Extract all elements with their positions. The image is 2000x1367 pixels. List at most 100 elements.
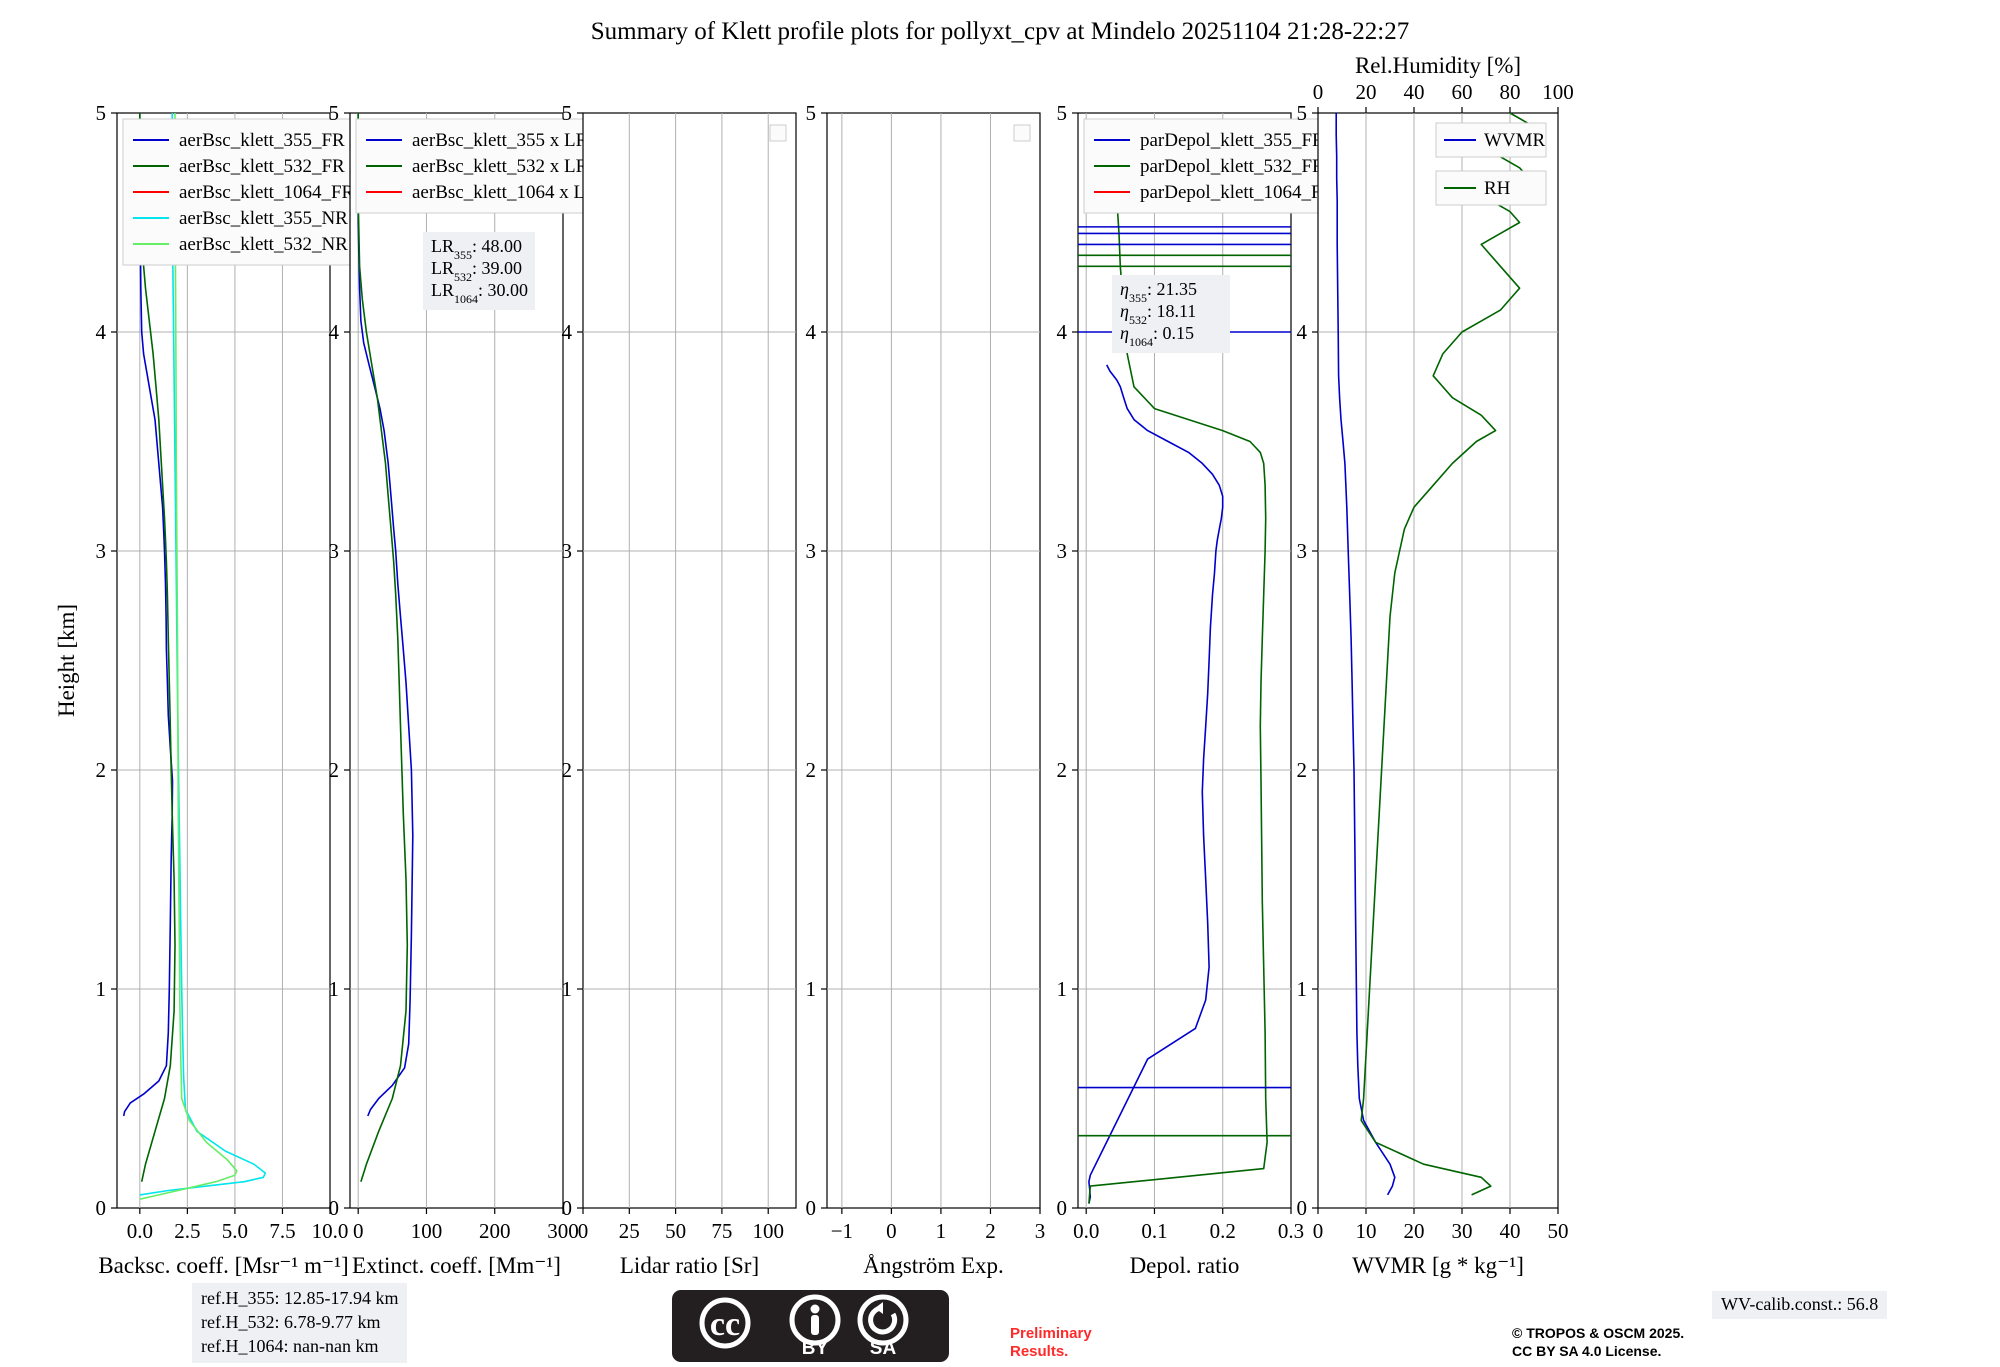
- ytick-label-extinction-0: 0: [329, 1196, 340, 1220]
- series-parDepol_klett_532_FR: [1088, 211, 1268, 1204]
- legend-depolarization[interactable]: parDepol_klett_355_FR parDepol_klett_532_…: [1083, 118, 1340, 214]
- xtick-label-depolarization-2: 0.2: [1210, 1219, 1236, 1243]
- ytick-label-backscatter-5: 5: [96, 101, 107, 125]
- ytick-label-lidar-ratio-4: 4: [562, 320, 573, 344]
- ytick-label-depolarization-3: 3: [1057, 539, 1068, 563]
- annotation-box: [1112, 275, 1230, 353]
- xtick-label-extinction-1: 100: [411, 1219, 443, 1243]
- ytick-label-extinction-3: 3: [329, 539, 340, 563]
- legend-wvmr-rh-0[interactable]: WVMR: [1435, 122, 1547, 158]
- ref-h-1064: ref.H_1064: nan-nan km: [201, 1335, 379, 1356]
- xtick-label-wvmr-rh-5: 50: [1548, 1219, 1569, 1243]
- legend-label-depolarization-2: parDepol_klett_1064_FR: [1140, 182, 1335, 203]
- xtick-label-wvmr-rh-3: 30: [1452, 1219, 1473, 1243]
- ytick-label-angstroem-5: 5: [806, 101, 817, 125]
- panel-frame-angstroem: [826, 112, 1041, 1209]
- ytick-label-wvmr-rh-1: 1: [1297, 977, 1308, 1001]
- annotation-line-extinction-2: LR1064: 30.00: [431, 280, 528, 306]
- panel-frame-wvmr-rh: [1317, 112, 1559, 1209]
- ytick-label-lidar-ratio-0: 0: [562, 1196, 573, 1220]
- copyright-line-1: © TROPOS & OSCM 2025.: [1512, 1325, 1685, 1341]
- series-WVMR: [1335, 113, 1396, 1196]
- xaxis-label-angstroem: Ångström Exp.: [863, 1253, 1004, 1278]
- ytick-label-extinction-1: 1: [329, 977, 340, 1001]
- series-aerBsc_klett_355_NR: [139, 113, 267, 1196]
- yaxis-label: Height [km]: [54, 604, 79, 717]
- series-aerBsc_klett_355_FR: [122, 113, 174, 1117]
- xtick-label-backscatter-1: 2.5: [174, 1219, 200, 1243]
- legend-label-backscatter-0: aerBsc_klett_355_FR: [179, 130, 345, 151]
- top-xtick-label-1: 20: [1356, 80, 1377, 104]
- ytick-label-backscatter-4: 4: [96, 320, 107, 344]
- annotation-line-depolarization-2: η1064: 0.15: [1120, 323, 1194, 349]
- xaxis-label-backscatter: Backsc. coeff. [Msr⁻¹ m⁻¹]: [98, 1253, 348, 1278]
- series-aerBsc_klett_355 x LR: [357, 113, 414, 1117]
- xtick-label-angstroem-4: 3: [1035, 1219, 1046, 1243]
- xtick-label-backscatter-4: 10.0: [312, 1219, 349, 1243]
- wv-calib-box: WV-calib.const.: 56.8: [1712, 1291, 1888, 1319]
- xaxis-label-extinction: Extinct. coeff. [Mm⁻¹]: [352, 1253, 561, 1278]
- ytick-label-extinction-5: 5: [329, 101, 340, 125]
- ytick-label-backscatter-3: 3: [96, 539, 107, 563]
- legend-backscatter[interactable]: aerBsc_klett_355_FR aerBsc_klett_532_FRae…: [122, 118, 360, 266]
- copyright-notice: © TROPOS & OSCM 2025. CC BY SA 4.0 Licen…: [1512, 1325, 1684, 1360]
- legend-label-backscatter-3: aerBsc_klett_355_NR: [179, 208, 348, 229]
- annotation-line-extinction-1: LR532: 39.00: [431, 258, 522, 284]
- ytick-label-backscatter-2: 2: [96, 758, 107, 782]
- xtick-label-lidar-ratio-1: 25: [619, 1219, 640, 1243]
- ref-h-355: ref.H_355: 12.85-17.94 km: [201, 1288, 399, 1308]
- ytick-label-angstroem-3: 3: [806, 539, 817, 563]
- ref-h-532: ref.H_532: 6.78-9.77 km: [201, 1311, 381, 1332]
- ytick-label-extinction-4: 4: [329, 320, 340, 344]
- xtick-label-depolarization-3: 0.3: [1278, 1219, 1304, 1243]
- ytick-label-depolarization-0: 0: [1057, 1196, 1068, 1220]
- top-xtick-label-2: 40: [1404, 80, 1425, 104]
- top-axis-label: Rel.Humidity [%]: [1355, 53, 1521, 78]
- legend-label-1: RH: [1484, 178, 1511, 199]
- ytick-label-wvmr-rh-2: 2: [1297, 758, 1308, 782]
- page-title: Summary of Klett profile plots for polly…: [590, 18, 1410, 45]
- reference-height-box: ref.H_355: 12.85-17.94 km ref.H_532: 6.7…: [192, 1283, 408, 1364]
- panel-frame-backscatter: [116, 112, 331, 1209]
- preliminary-line-2: Results.: [1010, 1342, 1069, 1360]
- xtick-label-extinction-2: 200: [479, 1219, 511, 1243]
- annotation-line-extinction-0: LR355: 48.00: [431, 236, 522, 262]
- xtick-label-angstroem-3: 2: [985, 1219, 996, 1243]
- top-xtick-label-3: 60: [1452, 80, 1473, 104]
- xaxis-label-depolarization: Depol. ratio: [1130, 1253, 1240, 1278]
- legend-placeholder-angstroem: [1013, 124, 1031, 142]
- ytick-label-wvmr-rh-0: 0: [1297, 1196, 1308, 1220]
- series-aerBsc_klett_532 x LR: [357, 113, 409, 1182]
- cc-badge-icons: cc: [699, 1294, 909, 1349]
- xtick-label-extinction-0: 0: [353, 1219, 364, 1243]
- panel-lidar-ratio: 0 25 50 75 100 Lidar ratio [Sr] 0 1 2 3 4 5: [562, 101, 797, 1278]
- xtick-label-lidar-ratio-0: 0: [578, 1219, 589, 1243]
- ytick-label-angstroem-1: 1: [806, 977, 817, 1001]
- xaxis-label-lidar-ratio: Lidar ratio [Sr]: [620, 1253, 759, 1278]
- xtick-label-lidar-ratio-2: 50: [665, 1219, 686, 1243]
- legend-extinction[interactable]: aerBsc_klett_355 x LR aerBsc_klett_532 x …: [355, 118, 612, 214]
- xtick-label-backscatter-3: 7.5: [269, 1219, 295, 1243]
- legend-label-depolarization-1: parDepol_klett_532_FR: [1140, 156, 1325, 177]
- ytick-label-wvmr-rh-3: 3: [1297, 539, 1308, 563]
- legend-wvmr-rh-1[interactable]: RH: [1435, 170, 1547, 206]
- ytick-label-angstroem-2: 2: [806, 758, 817, 782]
- legend-label-extinction-1: aerBsc_klett_532 x LR: [412, 156, 589, 177]
- top-xtick-label-0: 0: [1313, 80, 1324, 104]
- xtick-label-lidar-ratio-3: 75: [711, 1219, 732, 1243]
- ytick-label-backscatter-0: 0: [96, 1196, 107, 1220]
- series-aerBsc_klett_532_FR: [139, 113, 176, 1182]
- xtick-label-depolarization-1: 0.1: [1141, 1219, 1167, 1243]
- xtick-label-wvmr-rh-4: 40: [1500, 1219, 1521, 1243]
- ytick-label-depolarization-2: 2: [1057, 758, 1068, 782]
- ytick-label-depolarization-1: 1: [1057, 977, 1068, 1001]
- ytick-label-angstroem-4: 4: [806, 320, 817, 344]
- xtick-label-extinction-3: 300: [547, 1219, 579, 1243]
- creative-commons-badge: cc BY SA: [672, 1290, 949, 1362]
